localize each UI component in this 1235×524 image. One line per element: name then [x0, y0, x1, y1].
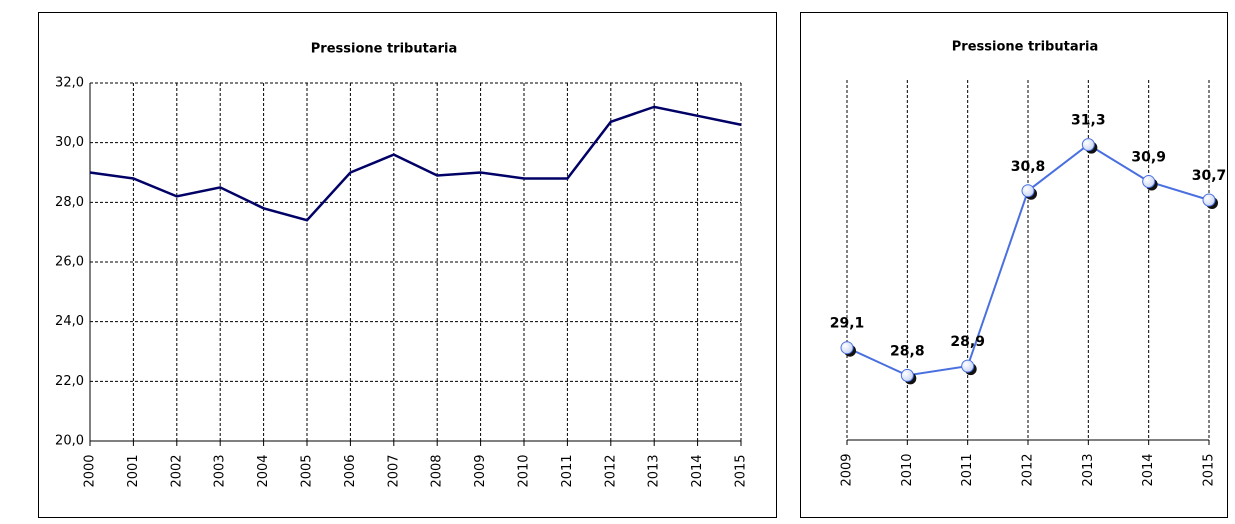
data-label: 28,9	[950, 334, 985, 350]
data-label: 31,3	[1071, 113, 1106, 129]
marker	[840, 341, 854, 355]
y-tick-label: 26,0	[55, 255, 84, 270]
x-tick-label: 2011	[560, 454, 575, 487]
x-tick-label: 2010	[517, 454, 532, 487]
data-line	[89, 105, 742, 222]
y-tick-label: 20,0	[55, 434, 84, 449]
marker	[1142, 175, 1156, 189]
x-tick-label: 2003	[213, 454, 228, 487]
x-tick-label: 2005	[300, 454, 315, 487]
y-tick-label: 32,0	[55, 76, 84, 91]
x-tick-label: 2006	[343, 454, 358, 487]
x-tick-label: 2011	[960, 453, 975, 486]
data-label: 30,8	[1011, 159, 1046, 175]
y-tick-label: 22,0	[55, 374, 84, 389]
data-label: 30,9	[1131, 150, 1166, 166]
y-tick-label: 24,0	[55, 314, 84, 329]
x-tick-label: 2000	[83, 454, 98, 487]
chart-frame	[800, 12, 1228, 518]
chart-frame	[38, 12, 777, 518]
x-tick-label: 2014	[690, 454, 705, 487]
chart-title: Pressione tributaria	[311, 42, 458, 57]
y-tick-label: 30,0	[55, 135, 84, 150]
marker	[900, 368, 914, 382]
x-tick-label: 2007	[386, 454, 401, 487]
x-tick-label: 2012	[603, 454, 618, 487]
x-tick-label: 2009	[473, 454, 488, 487]
data-label: 28,8	[890, 343, 925, 359]
x-tick-label: 2012	[1021, 453, 1036, 486]
chart-title: Pressione tributaria	[952, 40, 1099, 55]
x-tick-label: 2015	[734, 454, 749, 487]
x-tick-label: 2015	[1202, 453, 1217, 486]
marker	[1081, 138, 1095, 152]
marker	[961, 359, 975, 373]
x-tick-label: 2010	[900, 453, 915, 486]
data-label: 29,1	[830, 316, 865, 332]
x-tick-label: 2009	[840, 453, 855, 486]
marker	[1021, 184, 1035, 198]
marker	[1202, 193, 1216, 207]
y-tick-label: 28,0	[55, 195, 84, 210]
x-tick-label: 2013	[1081, 453, 1096, 486]
x-tick-label: 2013	[647, 454, 662, 487]
data-label: 30,7	[1192, 168, 1227, 184]
x-tick-label: 2002	[169, 454, 184, 487]
x-tick-label: 2014	[1141, 453, 1156, 486]
x-tick-label: 2001	[126, 454, 141, 487]
x-tick-label: 2008	[430, 454, 445, 487]
x-tick-label: 2004	[256, 454, 271, 487]
